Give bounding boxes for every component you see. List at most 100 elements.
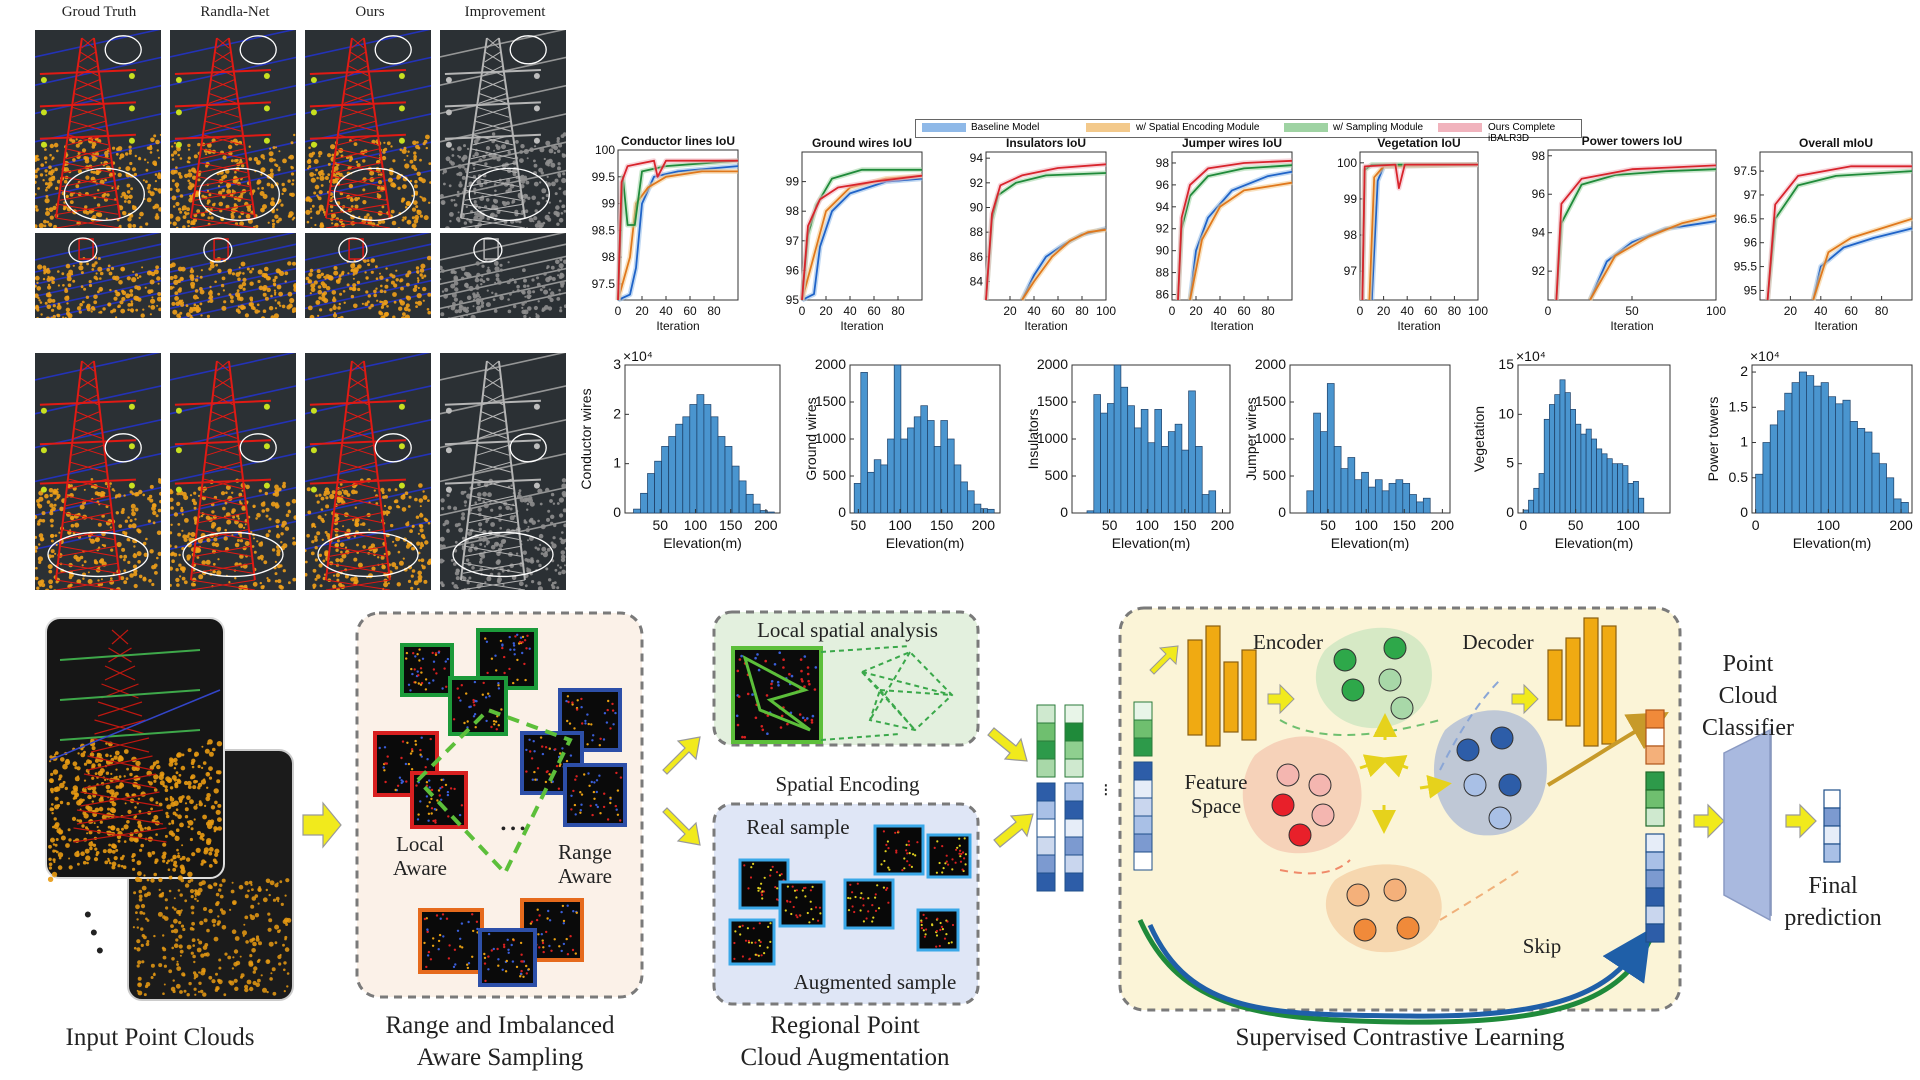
x-tick-label: 60 [1845, 304, 1859, 318]
input-vegetation-point [144, 826, 147, 830]
vegetation-point [66, 302, 69, 305]
input-vegetation-point [170, 875, 173, 878]
vegetation-point [156, 556, 159, 560]
vegetation-point [213, 202, 216, 205]
vegetation-point [45, 174, 48, 177]
vegetation-point [123, 200, 127, 203]
y-tick-label: 2 [1740, 363, 1748, 379]
y-tick-label: 1.5 [1729, 398, 1749, 414]
sampling-tile-point [487, 968, 490, 971]
x-tick-label: 100 [1817, 517, 1841, 533]
sampling-tile-point [562, 919, 566, 923]
x-tick-label: 40 [659, 304, 673, 318]
vegetation-point [91, 268, 95, 271]
vegetation-point [41, 583, 46, 588]
vegetation-point [41, 519, 46, 523]
histogram-bar [1347, 457, 1356, 514]
input-vegetation-point [111, 850, 116, 854]
sampling-tile-point [544, 746, 548, 749]
vegetation-point [178, 207, 182, 211]
input-vegetation-point [147, 780, 150, 784]
highlight-ellipse [104, 35, 142, 65]
vegetation-point [181, 513, 184, 516]
histogram-bar [633, 508, 641, 514]
sampling-tile-point [592, 790, 596, 794]
wire-line [35, 233, 161, 261]
sampling-tile-point [548, 919, 552, 922]
vegetation-point [92, 307, 96, 311]
vegetation-point [99, 271, 104, 276]
insulator [40, 141, 47, 148]
input-vegetation-point [136, 939, 141, 944]
input-vegetation-point [221, 925, 227, 930]
input-vegetation-point [94, 847, 98, 851]
sampling-tile-point [413, 668, 416, 671]
input-vegetation-point [49, 807, 54, 812]
vegetation-point [192, 294, 198, 300]
input-vegetation-point [108, 843, 111, 847]
x-tick-label: 80 [1448, 304, 1462, 318]
input-vegetation-point [234, 986, 239, 991]
input-vegetation-point [176, 963, 180, 966]
vegetation-point [150, 305, 156, 310]
tower-strut [198, 162, 248, 174]
vegetation-point [181, 529, 184, 532]
sampling-tile-point [580, 803, 583, 806]
vegetation-point [221, 188, 226, 193]
vegetation-point [209, 285, 212, 289]
vegetation-point [170, 583, 172, 587]
vegetation-point [185, 213, 188, 216]
input-vegetation-point [136, 964, 140, 968]
input-vegetation-point [85, 805, 90, 810]
tower-leg [227, 360, 256, 581]
sampling-tile-point [426, 758, 429, 761]
histogram-bar [853, 483, 862, 514]
input-vegetation-point [248, 880, 253, 885]
input-vegetation-point [232, 901, 236, 905]
vegetation-point [107, 303, 111, 307]
input-vegetation-point [94, 772, 98, 775]
vegetation-point [285, 513, 290, 518]
histogram-bar [1857, 428, 1866, 514]
vegetation-point [293, 285, 296, 289]
sampling-tile-point [595, 790, 598, 794]
sampling-tile-point [544, 780, 548, 784]
sampling-tile-point [523, 662, 526, 666]
vegetation-point [270, 184, 275, 189]
vegetation-point [123, 580, 128, 585]
sampling-tile-point [425, 781, 429, 784]
vegetation-point [252, 581, 258, 587]
insulator [128, 137, 135, 144]
vegetation-point [153, 134, 157, 138]
input-vegetation-point [196, 947, 202, 953]
x-tick-label: 20 [1377, 304, 1391, 318]
vegetation-point [37, 187, 40, 190]
sampling-tile-point [539, 736, 543, 739]
vegetation-point [35, 209, 38, 212]
vegetation-point [109, 526, 112, 529]
vegetation-point [278, 270, 285, 276]
sampling-tile-point [490, 949, 493, 952]
vegetation-point [262, 292, 267, 297]
vegetation-point [150, 271, 156, 277]
vegetation-point [224, 528, 227, 532]
vegetation-point [217, 268, 222, 274]
vegetation-point [238, 215, 242, 219]
sampling-tile-point [574, 778, 577, 781]
sampling-tile-point [456, 929, 460, 932]
input-vegetation-point [138, 878, 143, 883]
histogram-bar [675, 423, 684, 514]
vegetation-point [134, 492, 139, 497]
sampling-tile-point [519, 636, 523, 639]
x-tick-label: 80 [1261, 304, 1275, 318]
vegetation-point [128, 151, 132, 155]
tower-arm [174, 133, 271, 140]
vegetation-point [192, 222, 195, 225]
sampling-tile-point [573, 803, 577, 807]
histogram-bar [1878, 463, 1887, 514]
vegetation-point [256, 303, 260, 307]
vegetation-point [139, 211, 144, 217]
sampling-tile-point [466, 720, 469, 723]
histogram-bar [1893, 498, 1902, 514]
vegetation-point [261, 509, 266, 513]
